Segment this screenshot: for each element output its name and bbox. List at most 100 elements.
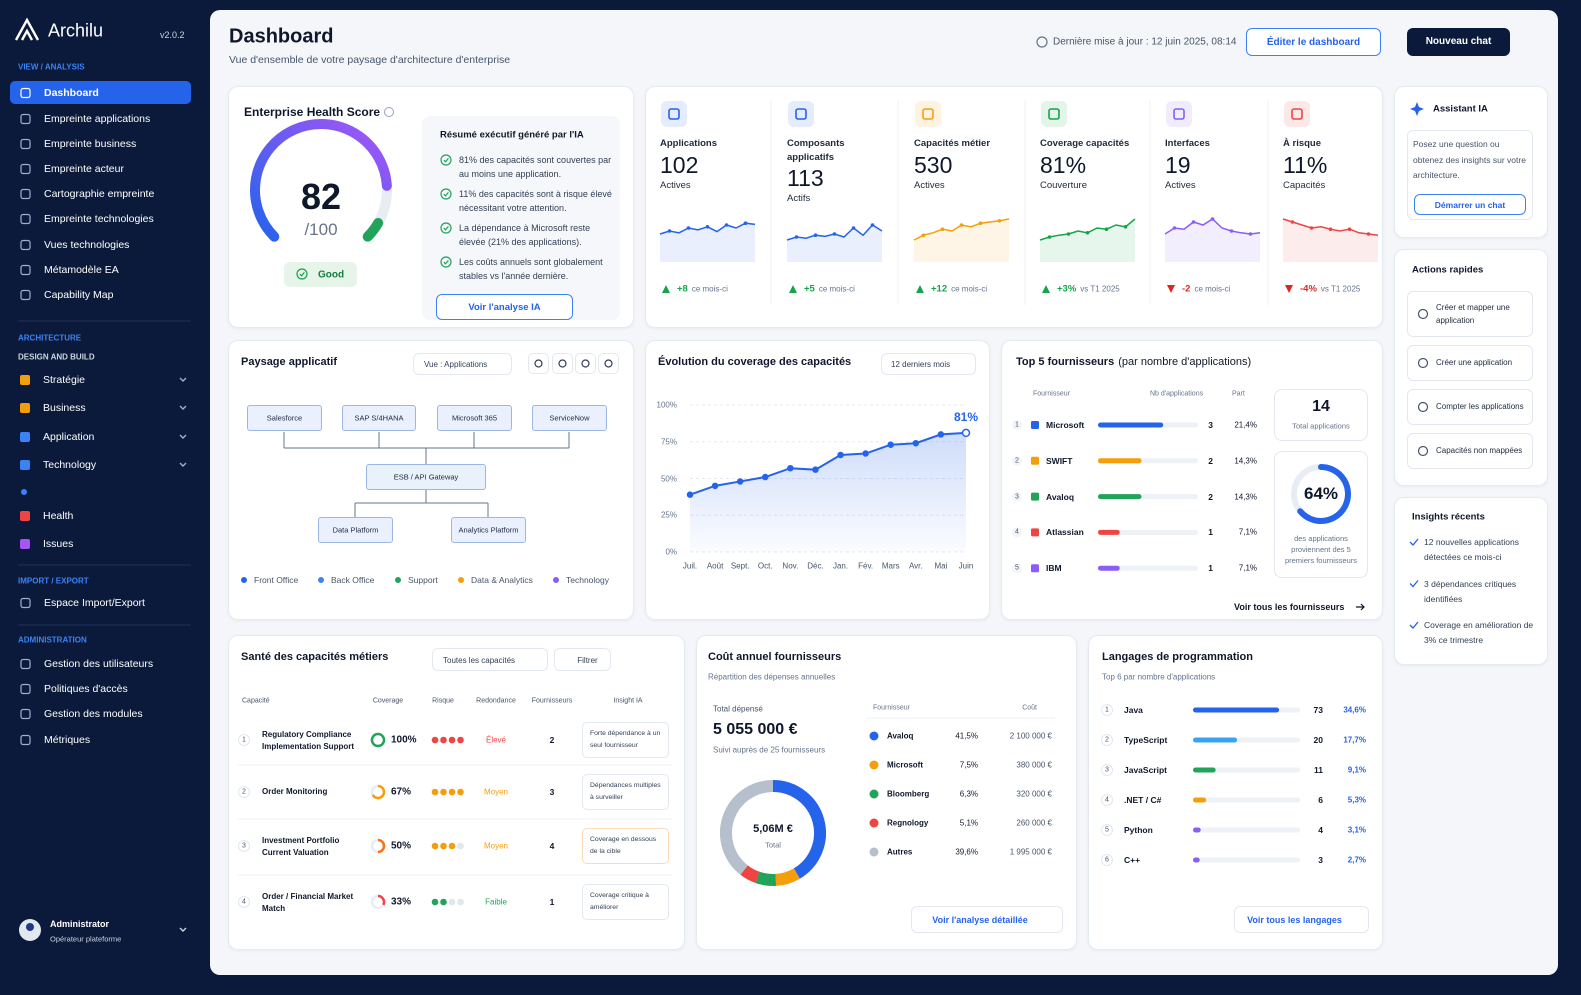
supplier-total-label: Total applications	[1292, 421, 1350, 431]
supplier-name: IBM	[1046, 563, 1062, 574]
column-header: Capacité	[242, 697, 270, 705]
risk-dot	[431, 736, 439, 744]
nav-item[interactable]: Business	[43, 402, 86, 414]
kpi-sub: Couverture	[1040, 179, 1087, 191]
sparkline-point	[1229, 229, 1234, 233]
start-chat-button[interactable]: Démarrer un chat	[1414, 194, 1526, 215]
rank: 3	[1105, 766, 1109, 774]
nav-item[interactable]: Gestion des modules	[44, 708, 143, 720]
nav-item[interactable]: Stratégie	[43, 374, 86, 386]
tool-button[interactable]	[552, 353, 573, 374]
suppliers-link[interactable]: Voir tous les fournisseurs	[1234, 602, 1345, 612]
rank: 1	[242, 736, 246, 744]
edit-dashboard-button[interactable]: Éditer le dashboard	[1246, 28, 1381, 56]
sparkline-point	[724, 223, 729, 227]
language-share: 5,3%	[1347, 795, 1366, 805]
nav-item[interactable]: Métamodèle EA	[44, 264, 119, 276]
languages-subtitle: Top 6 par nombre d'applications	[1102, 672, 1216, 682]
summary-title: Résumé exécutif généré par l'IA	[440, 129, 584, 141]
nav-icon	[20, 289, 31, 301]
kpi-sub: Capacités	[1283, 179, 1326, 191]
sparkline-area	[660, 223, 755, 262]
sparkline-point	[832, 232, 837, 236]
point	[736, 478, 744, 485]
diagram-node	[318, 517, 393, 543]
nav-item[interactable]: Vues technologies	[44, 239, 130, 251]
nav-item[interactable]: Technology	[43, 459, 97, 471]
ai-analysis-button[interactable]: Voir l'analyse IA	[436, 294, 573, 320]
kpi-sub: Actives	[914, 179, 945, 191]
suppliers-title: Top 5 fournisseurs (par nombre d'applicat…	[1016, 356, 1251, 368]
nav-item[interactable]: Politiques d'accès	[44, 683, 128, 695]
column-header: Coût	[1022, 704, 1037, 712]
kpi-change-value: +8	[677, 283, 688, 295]
column-header: Redondance	[476, 697, 516, 705]
total-value: 5 055 000 €	[713, 721, 798, 738]
nav-item[interactable]: Cartographie empreinte	[44, 188, 155, 200]
sparkline-point	[794, 235, 799, 239]
nav-item[interactable]: Gestion des utilisateurs	[44, 658, 154, 670]
kpi-change-value: -4%	[1300, 283, 1317, 295]
nav-item[interactable]: Empreinte technologies	[44, 213, 154, 225]
bar	[1193, 797, 1207, 803]
insight-text: Dépendances multiples à surveiller	[590, 782, 661, 801]
line	[689, 431, 967, 496]
supplier-name: Avaloq	[1046, 491, 1075, 502]
check-circle	[440, 154, 452, 166]
nav-item[interactable]: Application	[43, 431, 95, 443]
insight-text: Coverage critique à améliorer	[590, 892, 649, 911]
tool-button[interactable]	[528, 353, 549, 374]
x-tick-label: Fév.	[858, 561, 874, 571]
nav-item[interactable]: Empreinte business	[44, 138, 137, 150]
nav-icon	[20, 213, 31, 225]
quick-action[interactable]	[1407, 433, 1533, 469]
view-select[interactable]: Vue : Applications	[413, 353, 512, 375]
filter-button[interactable]: Filtrer	[554, 648, 611, 671]
risk-dot	[457, 898, 464, 906]
insight-check	[1409, 621, 1419, 629]
nav-item[interactable]: Empreinte acteur	[44, 163, 124, 175]
kpi-name: Composants applicatifs	[787, 138, 845, 163]
new-chat-button[interactable]: Nouveau chat	[1407, 28, 1510, 56]
language-share: 17,7%	[1343, 735, 1366, 745]
nav-section-title: ARCHITECTURE	[18, 333, 82, 343]
supplier-count: 2	[1208, 491, 1213, 502]
redundancy: Élevé	[485, 735, 507, 745]
period-select[interactable]: 12 derniers mois	[881, 353, 976, 375]
languages-button[interactable]: Voir tous les langages	[1234, 906, 1369, 933]
kpi-card	[645, 86, 1383, 328]
diagram-node	[342, 405, 416, 431]
gauge-value	[250, 119, 392, 242]
chevron	[179, 405, 187, 410]
kpi-change-value: +5	[804, 283, 815, 295]
nav-item[interactable]: Dashboard	[44, 87, 99, 99]
capability-select[interactable]: Toutes les capacités	[432, 648, 548, 671]
nav-item[interactable]: Issues	[43, 538, 74, 550]
nav-item[interactable]: Espace Import/Export	[44, 597, 145, 609]
cost-share: 41,5%	[955, 731, 978, 741]
nav-item[interactable]: Métriques	[44, 734, 91, 746]
point	[937, 431, 945, 438]
rank: 6	[1105, 856, 1109, 864]
insights-title: Insights récents	[1412, 511, 1485, 523]
cost-value: 2 100 000 €	[1009, 731, 1052, 741]
cost-details-button[interactable]: Voir l'analyse détaillée	[911, 906, 1063, 933]
tool-button[interactable]	[598, 353, 619, 374]
coverage-ring	[377, 838, 386, 854]
kpi-name: Capacités métier	[914, 138, 991, 149]
nav-item[interactable]: Empreinte applications	[44, 113, 151, 125]
sparkline-point	[1104, 227, 1109, 231]
costs-subtitle: Répartition des dépenses annuelles	[708, 672, 836, 682]
insight-item: Coverage en amélioration de 3% ce trimes…	[1424, 620, 1534, 645]
rank: 2	[1105, 736, 1109, 744]
nav-icon	[20, 163, 31, 175]
health-title: Enterprise Health Score	[244, 105, 381, 119]
tool-button[interactable]	[575, 353, 596, 374]
rank: 2	[1015, 457, 1019, 465]
sparkline-point	[1290, 220, 1295, 224]
legend-dot	[458, 577, 464, 583]
point	[812, 466, 819, 473]
nav-item[interactable]: Capability Map	[44, 289, 114, 301]
insight-box	[582, 884, 669, 920]
nav-item[interactable]: Health	[43, 510, 74, 522]
